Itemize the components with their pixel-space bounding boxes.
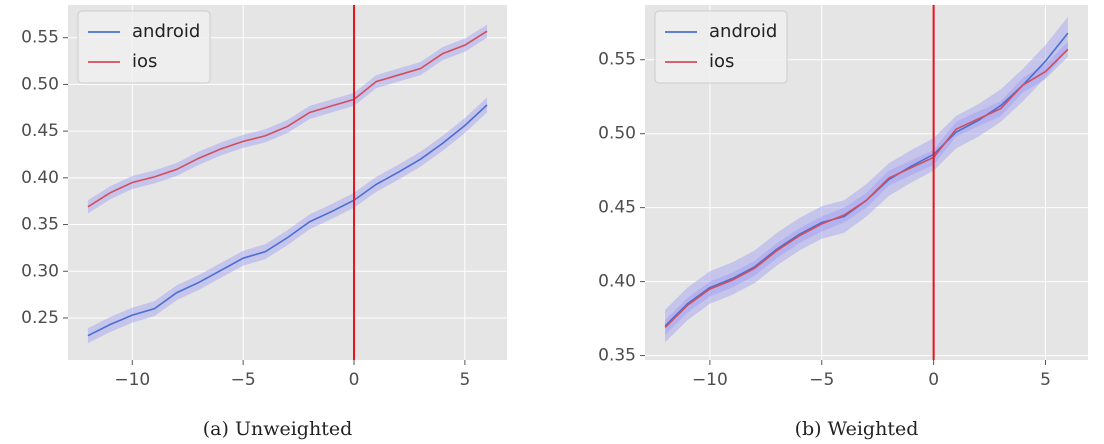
- confidence-band: [87, 24, 488, 214]
- x-tick-label: −10: [692, 370, 728, 390]
- x-tick-label: −10: [114, 370, 150, 390]
- y-tick-label: 0.50: [598, 124, 636, 144]
- y-tick-label: 0.55: [598, 50, 636, 70]
- y-tick-label: 0.40: [21, 168, 59, 188]
- caption: (a) Unweighted: [203, 418, 352, 440]
- confidence-band: [665, 16, 1068, 343]
- legend-label: ios: [132, 51, 157, 72]
- y-tick-label: 0.35: [21, 215, 59, 235]
- x-tick-label: −5: [231, 370, 256, 390]
- y-tick-label: 0.50: [21, 74, 59, 94]
- legend-label: android: [132, 21, 200, 42]
- legend-box: [654, 10, 788, 84]
- y-tick-label: 0.25: [21, 308, 59, 328]
- y-tick-label: 0.30: [21, 261, 59, 281]
- x-tick-label: 0: [349, 370, 360, 390]
- x-tick-label: 5: [459, 370, 470, 390]
- x-tick-label: 0: [928, 370, 939, 390]
- confidence-band: [87, 97, 488, 344]
- y-tick-label: 0.45: [21, 121, 59, 141]
- y-tick-label: 0.35: [598, 346, 636, 366]
- legend-label: android: [709, 21, 777, 42]
- line: [664, 48, 1069, 329]
- x-tick-label: −5: [809, 370, 834, 390]
- line: [87, 104, 488, 337]
- caption: (b) Weighted: [795, 418, 919, 440]
- x-tick-label: 5: [1040, 370, 1051, 390]
- confidence-band: [665, 41, 1068, 335]
- y-tick-label: 0.40: [598, 272, 636, 292]
- legend-label: ios: [709, 51, 734, 72]
- line: [87, 30, 488, 208]
- y-tick-label: 0.55: [21, 28, 59, 48]
- y-tick-label: 0.45: [598, 198, 636, 218]
- legend-box: [77, 10, 211, 84]
